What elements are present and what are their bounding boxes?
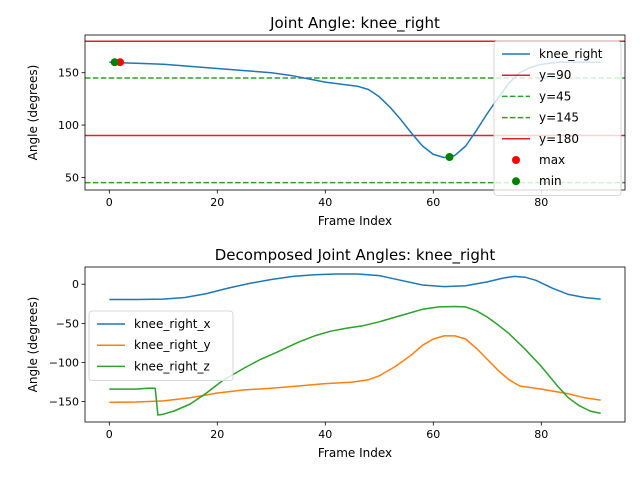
x-tick-label: 40: [318, 428, 332, 441]
legend-label: knee_right: [539, 47, 603, 61]
legend-label: knee_right_x: [134, 317, 211, 331]
chart-title: Joint Angle: knee_right: [269, 14, 440, 33]
series-line-knee-right-x: [109, 273, 601, 301]
legend-label: knee_right_y: [134, 338, 211, 352]
x-tick-label: 80: [534, 196, 548, 209]
x-tick-label: 0: [106, 196, 113, 209]
legend-label: max: [539, 153, 565, 167]
axes-frame: [84, 34, 626, 191]
joint-angle-plot: Joint Angle: knee_right 0 20 40 60 80 50 100 150…: [26, 14, 626, 228]
plot-area: [109, 273, 601, 416]
x-tick-label: 0: [106, 428, 113, 441]
x-tick-label: 20: [210, 196, 224, 209]
point-min-1: [445, 153, 454, 162]
series-line-knee-right-z: [109, 305, 601, 416]
legend-swatch-max: [512, 156, 520, 164]
decomposed-angles-plot: Decomposed Joint Angles: knee_right 0 20 40…: [26, 246, 626, 460]
x-axis-label: Frame Index: [318, 446, 392, 460]
y-tick-label: 150: [58, 67, 79, 80]
point-min-2: [110, 58, 119, 67]
legend-box: [493, 40, 622, 196]
chart-title: Decomposed Joint Angles: knee_right: [215, 246, 496, 265]
x-tick-label: 40: [318, 196, 332, 209]
axes-frame: [84, 266, 626, 423]
legend-label: y=180: [539, 132, 579, 146]
x-axis-label: Frame Index: [318, 214, 392, 228]
series-line-knee-right-y: [109, 335, 601, 404]
legend-label: min: [539, 174, 562, 188]
legend-swatch-min: [512, 177, 520, 186]
y-axis-label: Angle (degrees): [26, 297, 40, 393]
x-tick-label: 60: [426, 196, 440, 209]
y-tick-label: 0: [72, 278, 79, 291]
y-tick-label: −150: [49, 396, 79, 409]
x-tick-label: 60: [426, 428, 440, 441]
legend: knee_right y=90 y=45 y=145 y=180 max min: [493, 40, 622, 196]
x-tick-label: 80: [534, 428, 548, 441]
legend-label: y=90: [539, 68, 571, 82]
y-tick-label: 50: [65, 171, 79, 184]
legend-label: y=145: [539, 111, 579, 125]
legend-label: knee_right_z: [134, 359, 210, 373]
y-axis-label: Angle (degrees): [26, 65, 40, 161]
y-tick-label: −100: [49, 357, 79, 370]
y-tick-label: 100: [58, 119, 79, 132]
legend: knee_right_x knee_right_y knee_right_z: [88, 310, 234, 381]
x-tick-label: 20: [210, 428, 224, 441]
legend-label: y=45: [539, 89, 571, 103]
y-tick-label: −50: [56, 317, 79, 330]
legend-box: [88, 310, 234, 381]
